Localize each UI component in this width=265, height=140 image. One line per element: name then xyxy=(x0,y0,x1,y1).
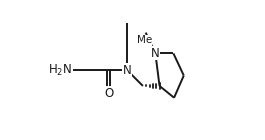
Text: N: N xyxy=(123,64,131,76)
Text: Me: Me xyxy=(137,35,152,45)
Text: O: O xyxy=(104,87,114,100)
Text: H$_2$N: H$_2$N xyxy=(48,62,72,78)
Text: N: N xyxy=(151,47,160,60)
